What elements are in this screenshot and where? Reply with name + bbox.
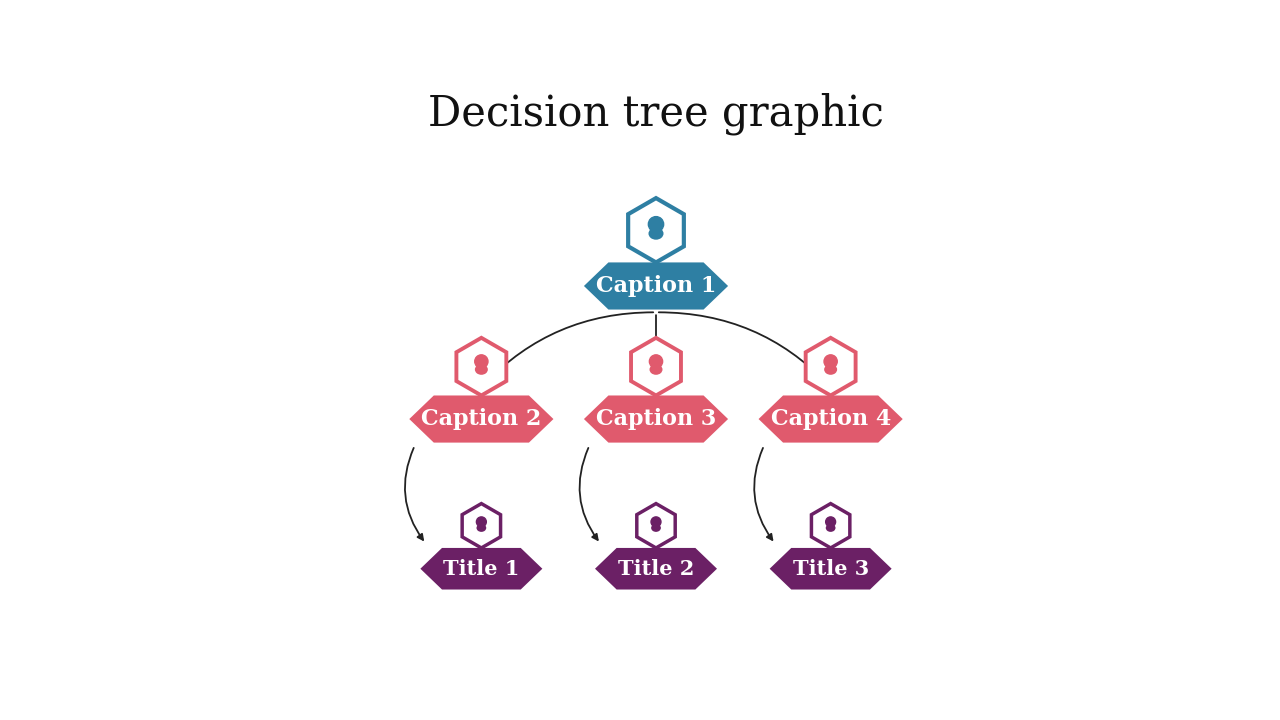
Text: Decision tree graphic: Decision tree graphic [428, 93, 884, 135]
Ellipse shape [652, 524, 660, 532]
Polygon shape [631, 338, 681, 395]
Polygon shape [420, 548, 543, 590]
Polygon shape [759, 395, 902, 443]
Text: Title 1: Title 1 [443, 559, 520, 579]
Circle shape [475, 355, 488, 368]
Polygon shape [584, 395, 728, 443]
Text: Caption 2: Caption 2 [421, 408, 541, 430]
Polygon shape [769, 548, 892, 590]
Polygon shape [812, 503, 850, 548]
Text: Caption 3: Caption 3 [596, 408, 716, 430]
Circle shape [649, 355, 663, 368]
Text: Title 2: Title 2 [618, 559, 694, 579]
Ellipse shape [476, 524, 486, 532]
Ellipse shape [475, 364, 488, 375]
Text: Caption 1: Caption 1 [595, 275, 717, 297]
Polygon shape [636, 503, 676, 548]
Circle shape [649, 217, 663, 232]
Ellipse shape [649, 228, 663, 240]
Circle shape [476, 517, 486, 527]
Ellipse shape [826, 524, 836, 532]
Circle shape [824, 355, 837, 368]
Text: Caption 4: Caption 4 [771, 408, 891, 430]
Ellipse shape [824, 364, 837, 375]
Circle shape [652, 517, 660, 527]
Polygon shape [410, 395, 553, 443]
Polygon shape [805, 338, 855, 395]
Polygon shape [584, 262, 728, 310]
Polygon shape [457, 338, 507, 395]
Polygon shape [628, 198, 684, 262]
Polygon shape [595, 548, 717, 590]
Ellipse shape [649, 364, 663, 375]
Circle shape [826, 517, 836, 527]
Polygon shape [462, 503, 500, 548]
Text: Title 3: Title 3 [792, 559, 869, 579]
